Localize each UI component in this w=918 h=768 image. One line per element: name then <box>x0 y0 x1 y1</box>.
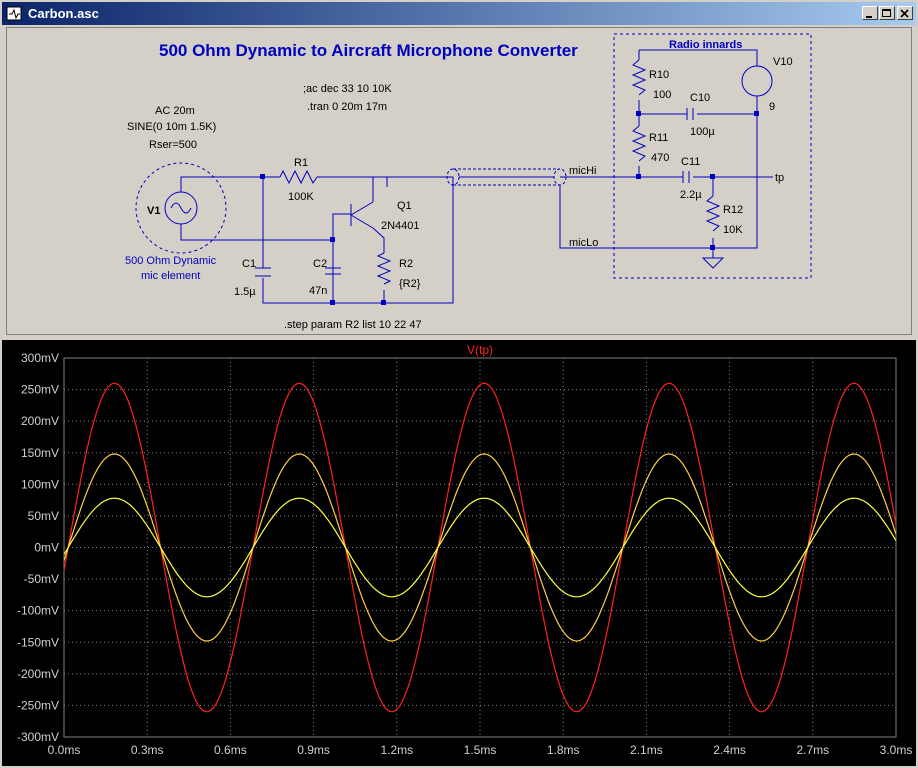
trace-series-1[interactable] <box>63 382 897 713</box>
title-bar[interactable]: Carbon.asc <box>2 2 916 25</box>
c2-capacitor <box>325 240 341 303</box>
ground-symbol <box>701 257 725 269</box>
r11-name: R11 <box>649 132 668 144</box>
x-tick-label: 0.6ms <box>214 743 247 757</box>
c2-name: C2 <box>313 258 327 270</box>
x-tick-label: 2.4ms <box>713 743 746 757</box>
v1-ac-spec: AC 20m <box>155 105 195 117</box>
mic-element-label-2: mic element <box>141 270 200 282</box>
c1-name: C1 <box>242 258 256 270</box>
schematic-document-icon <box>6 6 22 21</box>
schematic-canvas[interactable]: 500 Ohm Dynamic to Aircraft Microphone C… <box>7 28 911 334</box>
r12-resistor <box>705 195 721 232</box>
r2-value: {R2} <box>399 278 421 290</box>
maximize-button[interactable] <box>879 6 895 20</box>
x-tick-label: 1.2ms <box>380 743 413 757</box>
x-tick-label: 0.0ms <box>48 743 81 757</box>
y-tick-label: 50mV <box>28 509 59 523</box>
c2-value: 47n <box>309 285 327 297</box>
q1-name: Q1 <box>397 200 412 212</box>
y-tick-label: 150mV <box>21 446 59 460</box>
r2-name: R2 <box>399 258 413 270</box>
y-tick-label: -50mV <box>24 572 59 586</box>
r11-value: 470 <box>651 152 669 164</box>
y-tick-label: 250mV <box>21 383 59 397</box>
x-axis-ticks: 0.0ms 0.3ms 0.6ms 0.9ms 1.2ms 1.5ms 1.8ms 2.1ms… <box>48 743 913 757</box>
waveform-viewer[interactable]: 300mV 250mV 200mV 150mV 100mV 50mV 0mV -50mV -10… <box>2 340 916 766</box>
c1-value: 1.5µ <box>234 286 256 298</box>
c10-name: C10 <box>690 92 710 104</box>
y-tick-label: 200mV <box>21 414 59 428</box>
q1-value: 2N4401 <box>381 220 420 232</box>
r12-name: R12 <box>723 204 743 216</box>
y-tick-label: -250mV <box>17 698 59 712</box>
r10-resistor <box>631 59 647 96</box>
maximize-icon <box>882 9 891 17</box>
r1-value: 100K <box>288 191 314 203</box>
waveform-plot[interactable]: 300mV 250mV 200mV 150mV 100mV 50mV 0mV -50mV -10… <box>2 340 916 766</box>
close-icon <box>900 9 909 18</box>
minimize-button[interactable] <box>862 6 878 20</box>
v1-sine-spec: SINE(0 10m 1.5K) <box>127 121 216 133</box>
r1-name: R1 <box>294 157 308 169</box>
c10-value: 100µ <box>690 126 715 138</box>
net-label-michi: micHi <box>569 165 597 177</box>
x-tick-label: 0.9ms <box>297 743 330 757</box>
plot-traces <box>63 382 897 713</box>
net-label-miclo: micLo <box>569 237 598 249</box>
x-tick-label: 3.0ms <box>880 743 913 757</box>
mic-element-label-1: 500 Ohm Dynamic <box>125 255 217 267</box>
v10-battery-symbol <box>741 65 773 97</box>
minimize-icon <box>866 16 872 18</box>
v10-name: V10 <box>773 56 793 68</box>
ac-directive[interactable]: ;ac dec 33 10 10K <box>303 83 392 95</box>
x-tick-label: 0.3ms <box>131 743 164 757</box>
v10-value: 9 <box>769 101 775 113</box>
trace-series-3[interactable] <box>63 497 897 598</box>
step-directive[interactable]: .step param R2 list 10 22 47 <box>284 319 422 331</box>
r2-resistor <box>376 252 392 285</box>
x-tick-label: 1.8ms <box>547 743 580 757</box>
r10-name: R10 <box>649 69 669 81</box>
v1-rser-spec: Rser=500 <box>149 139 197 151</box>
c11-capacitor <box>682 171 690 183</box>
trace-series-2[interactable] <box>63 453 897 642</box>
y-tick-label: 300mV <box>21 351 59 365</box>
close-button[interactable] <box>897 6 913 20</box>
y-tick-label: -150mV <box>17 635 59 649</box>
r10-value: 100 <box>653 89 671 101</box>
window-title: Carbon.asc <box>28 6 99 21</box>
c10-capacitor <box>686 108 694 120</box>
c11-value: 2.2µ <box>680 189 702 201</box>
schematic-title: 500 Ohm Dynamic to Aircraft Microphone C… <box>159 41 578 60</box>
schematic-editor[interactable]: 500 Ohm Dynamic to Aircraft Microphone C… <box>6 27 912 335</box>
plot-grid <box>63 357 897 738</box>
mic-element-outline <box>135 162 227 254</box>
trace-label-vtp[interactable]: V(tp) <box>467 343 493 357</box>
x-tick-label: 2.7ms <box>796 743 829 757</box>
pane-splitter[interactable] <box>0 336 918 340</box>
y-tick-label: 0mV <box>34 541 59 555</box>
v1-label: V1 <box>147 205 160 217</box>
r1-resistor <box>279 169 318 185</box>
x-tick-label: 1.5ms <box>464 743 497 757</box>
y-tick-label: -100mV <box>17 604 59 618</box>
c1-capacitor <box>255 267 271 277</box>
c11-name: C11 <box>681 156 700 168</box>
y-axis-ticks: 300mV 250mV 200mV 150mV 100mV 50mV 0mV -50mV -10… <box>17 351 59 744</box>
tran-directive[interactable]: .tran 0 20m 17m <box>307 101 387 113</box>
net-label-tp: tp <box>775 172 784 184</box>
radio-innards-label: Radio innards <box>669 39 742 51</box>
r12-value: 10K <box>723 224 743 236</box>
y-tick-label: -200mV <box>17 667 59 681</box>
y-tick-label: 100mV <box>21 477 59 491</box>
y-tick-label: -300mV <box>17 730 59 744</box>
x-tick-label: 2.1ms <box>630 743 663 757</box>
r11-resistor <box>631 125 647 162</box>
